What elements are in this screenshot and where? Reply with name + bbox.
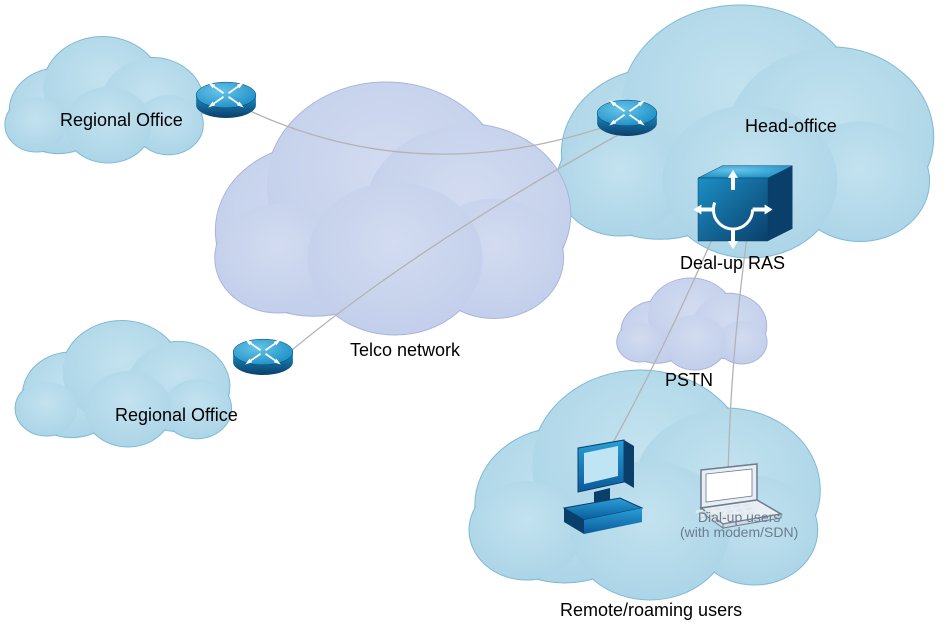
label-regional1: Regional Office	[60, 110, 183, 131]
cloud-pstn	[617, 278, 767, 370]
router-icon	[597, 99, 657, 136]
diagram-svg	[0, 0, 952, 640]
label-remote: Remote/roaming users	[560, 600, 742, 621]
cloud-regional1	[5, 37, 204, 164]
label-pstn: PSTN	[665, 370, 713, 391]
cloud-remote	[469, 370, 820, 600]
label-regional2: Regional Office	[115, 405, 238, 426]
label-headoffice: Head-office	[745, 116, 837, 137]
cloud-regional2	[15, 321, 231, 448]
network-diagram-canvas: Regional Office Regional Office Head-off…	[0, 0, 952, 640]
label-dialup: Dial-up users (with modem/SDN)	[680, 510, 798, 541]
router-icon	[196, 81, 256, 118]
cloud-telco	[215, 82, 571, 335]
router-icon	[233, 338, 293, 375]
label-telco: Telco network	[350, 340, 460, 361]
label-ras: Deal-up RAS	[680, 253, 785, 274]
